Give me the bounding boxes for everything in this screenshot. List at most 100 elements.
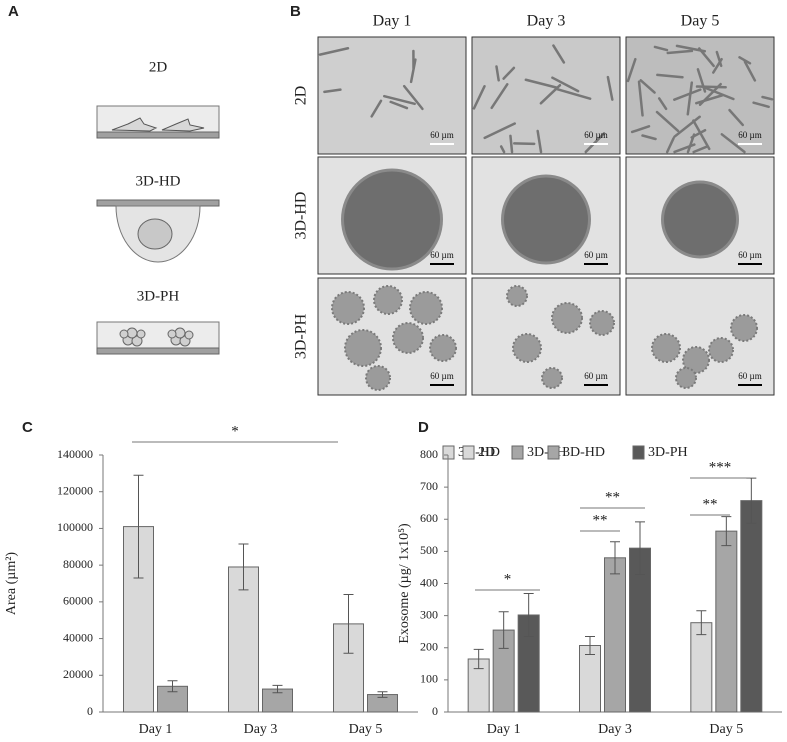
y-tick-label: 100 <box>420 672 438 686</box>
cell <box>653 45 669 52</box>
error-bar <box>473 648 484 670</box>
microscopy-grid: 60 µm 60 µm 60 µm 60 µm 60 µm 60 µm 60 µm 60 µm… <box>317 36 775 396</box>
scale-bar-label: 60 µm <box>738 371 761 381</box>
micrograph <box>471 36 621 155</box>
scale-bar-label: 60 µm <box>430 371 453 381</box>
y-tick-label: 200 <box>420 640 438 654</box>
spheroid <box>589 310 615 336</box>
spheroid <box>730 314 758 342</box>
cell <box>715 50 723 68</box>
spheroid <box>429 334 457 362</box>
y-tick-label: 0 <box>87 704 93 718</box>
cell <box>673 115 701 138</box>
panel-label: B <box>290 3 301 20</box>
cell <box>690 128 707 139</box>
cell <box>692 145 708 154</box>
significance-label: ** <box>593 512 608 528</box>
cell <box>656 73 684 79</box>
y-tick-label: 600 <box>420 511 438 525</box>
error-bar <box>635 521 645 576</box>
error-bar <box>377 691 388 698</box>
cell <box>483 122 517 140</box>
legend-label: 3D-PH <box>648 445 688 460</box>
y-tick-label: 500 <box>420 543 438 557</box>
spheroid <box>664 183 736 256</box>
cell <box>695 85 727 89</box>
significance-label: * <box>231 423 239 439</box>
error-bar <box>523 592 534 638</box>
cell <box>551 76 580 93</box>
cell <box>761 95 774 101</box>
y-tick-label: 140000 <box>57 447 93 461</box>
y-tick-label: 800 <box>420 447 438 461</box>
cell <box>323 88 342 94</box>
x-tick-label: Day 3 <box>244 722 278 737</box>
x-tick-label: Day 1 <box>139 722 173 737</box>
y-tick-label: 300 <box>420 607 438 621</box>
cell <box>675 44 707 53</box>
y-tick-label: 0 <box>432 704 438 718</box>
cell <box>637 80 644 117</box>
legend-label: 3D-PH <box>527 445 567 460</box>
x-tick-label: Day 5 <box>709 722 743 737</box>
cell <box>692 119 711 151</box>
row-label: 3D-HD <box>293 192 310 240</box>
cell <box>712 57 723 74</box>
row-label: 2D <box>293 86 310 106</box>
cell <box>720 133 746 154</box>
legend-label: 3D-HD <box>563 445 605 460</box>
cell <box>696 68 707 93</box>
x-tick-label: Day 3 <box>598 722 632 737</box>
y-axis-title: Exosome (µg/ 1x10⁵) <box>397 523 412 644</box>
spheroid <box>392 322 424 354</box>
legend-swatch <box>632 445 645 460</box>
spheroid <box>708 337 734 363</box>
spheroid <box>344 329 382 367</box>
column-header: Day 5 <box>681 13 720 30</box>
culture-label: 3D-PH <box>137 288 180 304</box>
column-header: Day 1 <box>373 13 412 30</box>
y-tick-label: 20000 <box>63 667 93 681</box>
cell <box>686 81 694 116</box>
y-tick-label: 40000 <box>63 630 93 644</box>
scale-bar-label: 60 µm <box>584 250 607 260</box>
cell <box>383 94 416 106</box>
cell <box>524 78 559 90</box>
spheroid <box>373 285 403 315</box>
x-tick-label: Day 1 <box>487 722 521 737</box>
panel-label: D <box>418 419 429 436</box>
cell <box>655 110 680 133</box>
legend-swatch <box>547 445 560 460</box>
spheroid <box>651 333 681 363</box>
legend-label: 2D <box>478 445 495 460</box>
error-bar <box>585 636 595 655</box>
y-tick-label: 400 <box>420 575 438 589</box>
cell <box>630 125 651 134</box>
spheroid <box>675 367 697 389</box>
cell <box>695 94 724 105</box>
hanging-drop <box>96 199 220 263</box>
cell <box>536 129 543 154</box>
cell <box>409 58 417 84</box>
y-tick-label: 700 <box>420 479 438 493</box>
cell <box>743 60 757 82</box>
cell <box>509 134 514 154</box>
cell <box>641 134 657 141</box>
cell <box>402 84 424 111</box>
spheroid <box>551 302 583 334</box>
significance-label: ** <box>703 496 718 512</box>
error-bar <box>721 516 732 547</box>
culture-label: 3D-HD <box>136 173 181 189</box>
dish-2d <box>96 105 220 139</box>
legend-swatch <box>462 445 475 460</box>
spheroid <box>541 367 563 389</box>
error-bar <box>498 611 509 649</box>
cell <box>752 101 770 109</box>
cell <box>502 66 516 80</box>
bar <box>228 566 259 713</box>
cell <box>318 47 350 56</box>
y-tick-label: 80000 <box>63 557 93 571</box>
error-bar <box>238 543 249 591</box>
cell <box>495 65 500 82</box>
